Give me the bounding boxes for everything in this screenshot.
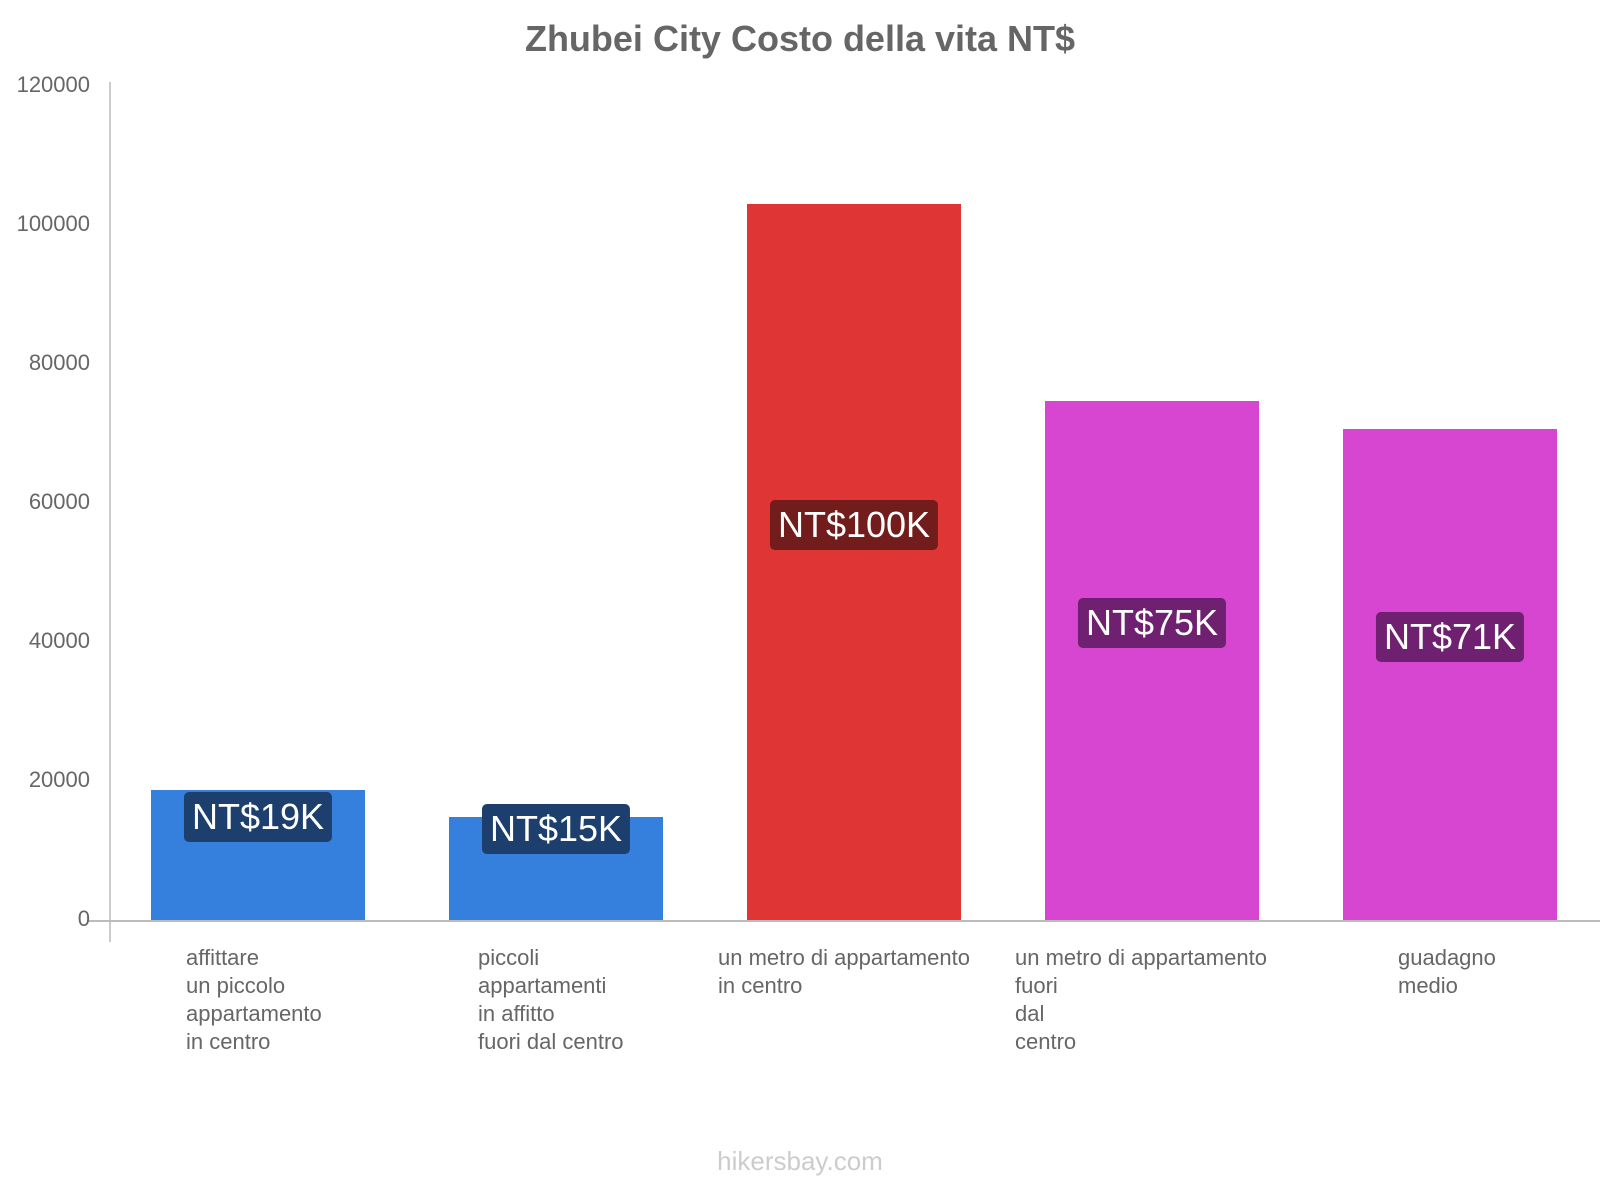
y-tick-label: 100000 bbox=[16, 211, 90, 236]
x-category-label: piccoli appartamenti in affitto fuori da… bbox=[478, 945, 624, 1054]
watermark: hikersbay.com bbox=[717, 1146, 883, 1176]
bar-sqm-apartment-outside[interactable] bbox=[1045, 401, 1259, 920]
y-tick-label: 60000 bbox=[28, 489, 90, 514]
data-label: NT$19K bbox=[183, 792, 333, 842]
x-category-label: un metro di appartamento fuori dal centr… bbox=[1015, 945, 1267, 1054]
data-label: NT$100K bbox=[769, 500, 939, 550]
data-label: NT$71K bbox=[1375, 612, 1525, 662]
y-tick-label: 20000 bbox=[28, 767, 90, 792]
x-category-label: un metro di appartamento in centro bbox=[718, 945, 970, 998]
y-tick-label: 40000 bbox=[28, 628, 90, 653]
chart-title: Zhubei City Costo della vita NT$ bbox=[524, 18, 1076, 59]
y-tick-label: 80000 bbox=[28, 350, 90, 375]
x-category-label: guadagno medio bbox=[1398, 945, 1496, 998]
x-axis-line bbox=[88, 920, 1600, 922]
bar-sqm-apartment-center[interactable] bbox=[747, 204, 961, 920]
data-label: NT$75K bbox=[1077, 598, 1227, 648]
bar-average-salary[interactable] bbox=[1343, 429, 1557, 920]
y-tick-label: 120000 bbox=[16, 72, 90, 97]
y-axis-line bbox=[109, 82, 111, 942]
x-category-label: affittare un piccolo appartamento in cen… bbox=[186, 945, 322, 1054]
data-label: NT$15K bbox=[481, 804, 631, 854]
y-tick-label: 0 bbox=[77, 906, 90, 931]
